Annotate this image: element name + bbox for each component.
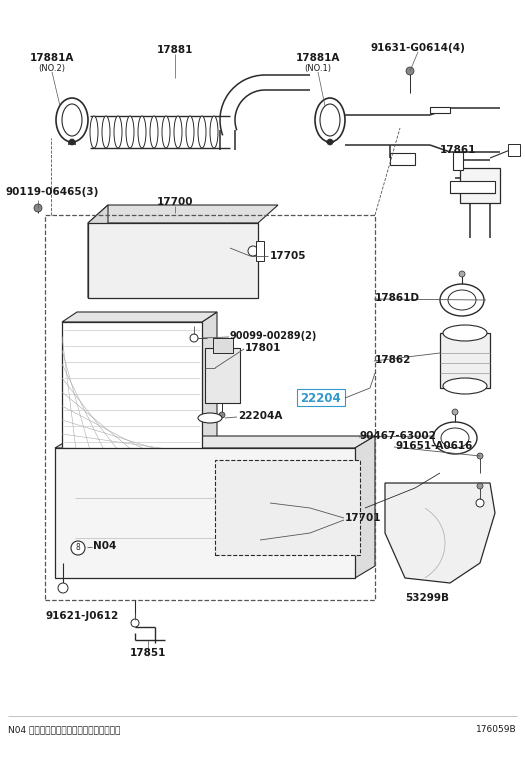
Ellipse shape [312,493,338,533]
Bar [430,107,450,113]
Bar [205,348,240,403]
Text: 17851: 17851 [130,648,166,658]
Circle shape [477,483,483,489]
Text: N04 この部品については補給していません: N04 この部品については補給していません [8,726,120,734]
Text: 176059B: 176059B [476,726,517,734]
Text: 17862: 17862 [375,355,412,365]
Circle shape [477,453,483,459]
Text: N04: N04 [93,541,117,551]
Bar [450,181,495,193]
Bar [256,241,264,261]
Text: 17881A: 17881A [296,53,340,63]
Text: 17801: 17801 [245,343,281,353]
Ellipse shape [433,422,477,454]
Circle shape [406,67,414,75]
Ellipse shape [126,116,134,148]
Circle shape [58,583,68,593]
Ellipse shape [441,428,469,448]
Ellipse shape [102,116,110,148]
Ellipse shape [174,116,182,148]
Circle shape [71,541,85,555]
Ellipse shape [198,116,206,148]
Ellipse shape [162,116,170,148]
Ellipse shape [150,116,158,148]
Ellipse shape [305,485,345,541]
Text: 17700: 17700 [157,197,193,207]
Text: 17881: 17881 [157,45,193,55]
Bar [213,338,233,353]
Bar [508,144,520,156]
Ellipse shape [443,325,487,341]
Text: 90099-00289(2): 90099-00289(2) [230,331,318,341]
Text: 90467-63002: 90467-63002 [360,431,437,441]
Polygon shape [385,483,495,583]
Bar [297,389,345,406]
Text: 91621-J0612: 91621-J0612 [45,611,118,621]
Ellipse shape [315,98,345,142]
Polygon shape [202,312,217,450]
Circle shape [131,619,139,627]
Text: 17701: 17701 [345,513,382,523]
Bar [55,448,355,578]
Circle shape [327,139,333,145]
Text: 8: 8 [76,544,80,552]
Ellipse shape [56,98,88,142]
Ellipse shape [440,284,484,316]
Circle shape [69,139,75,145]
Text: 53299B: 53299B [405,593,449,603]
Bar [453,152,463,170]
Ellipse shape [320,104,340,136]
Ellipse shape [198,413,222,423]
Text: 17861D: 17861D [375,293,420,303]
Circle shape [459,271,465,277]
Text: 17881A: 17881A [30,53,74,63]
Bar [215,460,360,555]
Circle shape [248,246,258,256]
Polygon shape [355,436,375,578]
Circle shape [219,412,225,418]
Ellipse shape [186,116,194,148]
Circle shape [190,334,198,342]
Text: 91631-G0614(4): 91631-G0614(4) [371,43,466,53]
Ellipse shape [138,116,146,148]
Text: 22204: 22204 [300,392,341,405]
Bar [390,153,415,165]
Text: (NO.2): (NO.2) [38,64,66,72]
Ellipse shape [210,116,218,148]
Bar [45,215,375,600]
Text: 17705: 17705 [270,251,307,261]
Circle shape [452,409,458,415]
Text: (NO.1): (NO.1) [304,64,331,72]
Circle shape [34,204,42,212]
Polygon shape [55,436,375,448]
Ellipse shape [62,104,82,136]
Text: 90119-06465(3): 90119-06465(3) [5,187,98,197]
Text: 22204A: 22204A [238,411,282,421]
Polygon shape [88,205,108,298]
Ellipse shape [443,378,487,394]
Polygon shape [88,205,278,223]
Bar [62,322,202,450]
Bar [460,168,500,203]
Ellipse shape [90,116,98,148]
Bar [88,223,258,298]
Bar [440,333,490,388]
Ellipse shape [114,116,122,148]
Text: 91651-A0616: 91651-A0616 [395,441,472,451]
Text: 17861: 17861 [440,145,476,155]
Ellipse shape [448,290,476,310]
Circle shape [476,499,484,507]
Polygon shape [62,312,217,322]
